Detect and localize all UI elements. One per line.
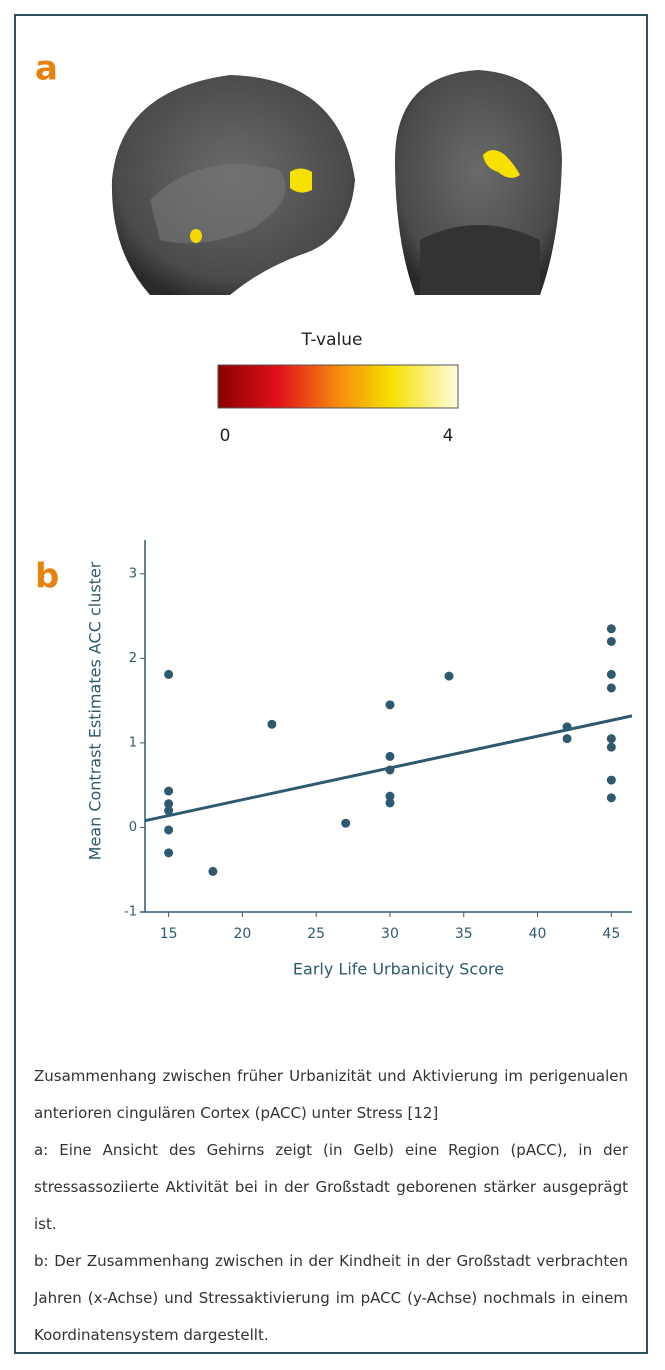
caption-paragraph: a: Eine Ansicht des Gehirns zeigt (in Ge… [34,1132,628,1243]
x-tick-label: 35 [455,926,473,942]
data-point [341,819,350,828]
y-axis-label: Mean Contrast Estimates ACC cluster [86,561,105,860]
x-tick-label: 25 [307,926,325,942]
data-point [208,867,217,876]
data-point [445,672,454,681]
caption-paragraph: b: Der Zusammenhang zwischen in der Kind… [34,1243,628,1354]
y-tick-label: 1 [129,735,137,750]
data-point [563,734,572,743]
data-point [607,624,616,633]
y-tick-label: -1 [124,905,137,920]
colorbar-tick-label: 0 [220,426,231,446]
caption-paragraph: Zusammenhang zwischen früher Urbanizität… [34,1058,628,1132]
data-point [607,743,616,752]
data-point [385,798,394,807]
data-point [164,825,173,834]
data-point [607,776,616,785]
colorbar [218,365,458,408]
data-point [563,722,572,731]
page: a T-value 0 4 b -1 0 1 2 3 15 20 25 30 35 40 45 Early… [0,0,665,1370]
data-point [607,670,616,679]
coronal-brain-image [395,70,562,295]
data-point [607,637,616,646]
data-point [164,848,173,857]
data-point [164,670,173,679]
x-tick-label: 15 [160,926,178,942]
data-point [607,734,616,743]
y-tick-label: 0 [129,820,137,835]
data-point [267,720,276,729]
caption: Zusammenhang zwischen früher Urbanizität… [34,1058,628,1354]
x-tick-label: 20 [233,926,251,942]
panel-label: a [35,49,58,89]
colorbar-tick-label: 4 [443,426,454,446]
x-axis-label: Early Life Urbanicity Score [293,960,504,979]
data-point [164,787,173,796]
data-point [164,806,173,815]
y-tick-label: 3 [129,566,137,581]
data-point [385,765,394,774]
x-tick-label: 45 [602,926,620,942]
data-point [385,700,394,709]
x-tick-label: 40 [529,926,547,942]
data-point [607,793,616,802]
figure: a T-value 0 4 b -1 0 1 2 3 15 20 25 30 35 40 45 Early… [0,0,665,1050]
sagittal-brain-image [112,75,355,295]
y-tick-label: 2 [129,651,137,666]
x-tick-label: 30 [381,926,399,942]
colorbar-title: T-value [301,330,363,350]
data-point [607,683,616,692]
panel-label: b [35,557,59,597]
data-point [385,752,394,761]
